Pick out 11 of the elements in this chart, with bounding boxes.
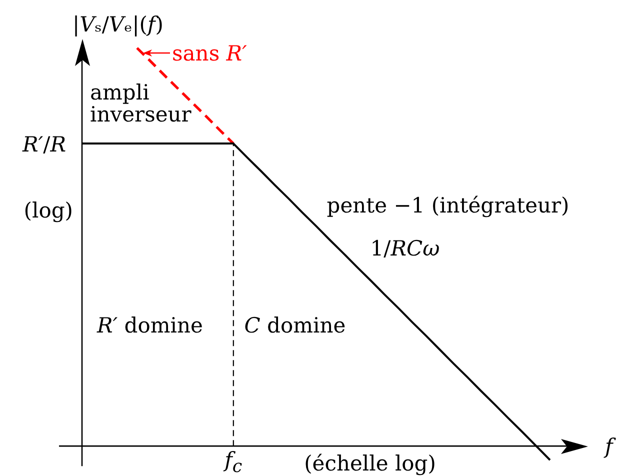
annotation: (échelle log) (304, 452, 436, 476)
annotation: ampli inverseur (90, 80, 192, 127)
annotation: C domine (244, 314, 346, 338)
annotation: 1/RCω (370, 236, 440, 261)
y-axis-title: |Vₛ/Vₑ|(f) (72, 12, 164, 37)
text: R′/R (22, 132, 66, 157)
annotation: R′ domine (96, 314, 203, 338)
annotation: pente −1 (intégrateur) (326, 194, 570, 218)
text: c (232, 457, 242, 476)
annotation: sans R′ (172, 42, 248, 66)
text: (log) (24, 198, 74, 223)
